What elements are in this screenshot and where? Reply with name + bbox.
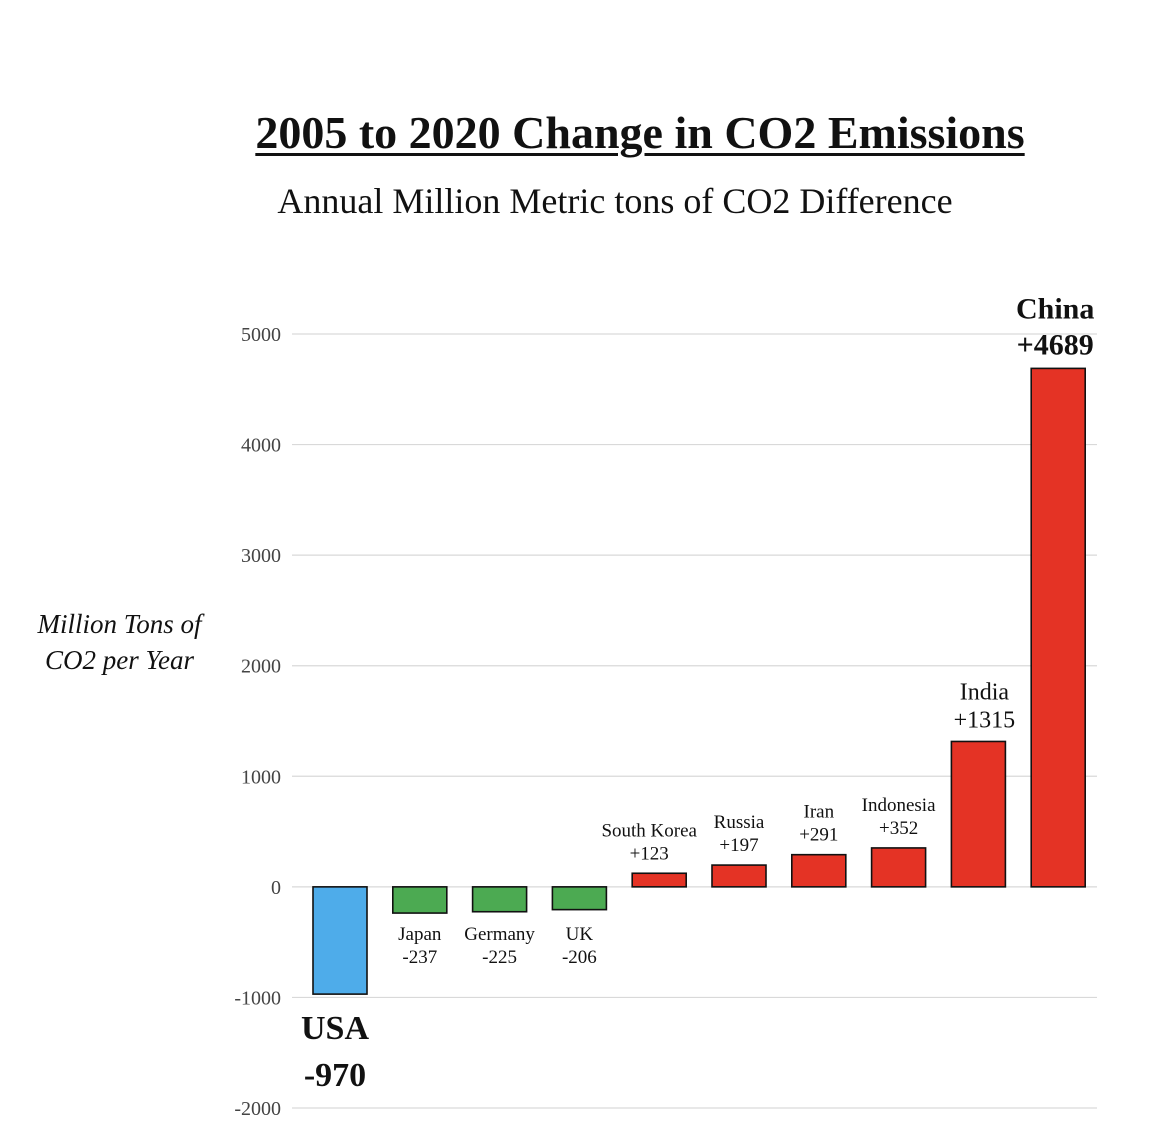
bar-russia bbox=[711, 864, 767, 888]
bar-value-label-iran: +291 bbox=[799, 825, 838, 846]
bar-category-label-india: India bbox=[960, 679, 1010, 705]
y-tick-label: 5000 bbox=[241, 324, 281, 346]
y-tick-label: 4000 bbox=[241, 435, 281, 457]
bar-india bbox=[950, 740, 1007, 888]
y-tick-label: 1000 bbox=[241, 766, 281, 788]
bar-indonesia bbox=[870, 847, 927, 888]
bar-value-label-south-korea: +123 bbox=[630, 843, 669, 864]
bar-japan bbox=[391, 886, 448, 914]
y-tick-label: -2000 bbox=[234, 1098, 281, 1120]
bar-value-label-india: +1315 bbox=[954, 707, 1016, 733]
bar-germany bbox=[471, 886, 528, 913]
y-axis-label-line-2: CO2 per Year bbox=[44, 645, 195, 675]
bar-category-label-russia: Russia bbox=[714, 812, 765, 833]
bar-value-label-russia: +197 bbox=[719, 835, 758, 856]
bar-category-label-china: China bbox=[1016, 292, 1094, 325]
bar-usa bbox=[312, 886, 368, 995]
bar-china bbox=[1030, 367, 1086, 888]
bar-category-label-indonesia: Indonesia bbox=[862, 795, 936, 816]
bar-category-label-japan: Japan bbox=[398, 924, 442, 945]
y-axis-label: Million Tons of CO2 per Year bbox=[12, 606, 227, 678]
bar-category-label-iran: Iran bbox=[804, 802, 835, 823]
y-axis-label-line-1: Million Tons of bbox=[37, 609, 202, 639]
bar-value-label-china: +4689 bbox=[1017, 328, 1094, 361]
y-tick-label: 3000 bbox=[241, 545, 281, 567]
bar-category-label-south-korea: South Korea bbox=[601, 820, 697, 841]
y-tick-label: 0 bbox=[271, 877, 281, 899]
bar-uk bbox=[551, 886, 608, 911]
bar-category-label-germany: Germany bbox=[464, 924, 535, 945]
bar-value-label-indonesia: +352 bbox=[879, 818, 918, 839]
bar-category-label-usa: USA bbox=[301, 1010, 369, 1047]
bar-iran bbox=[790, 853, 847, 888]
bar-value-label-usa: -970 bbox=[304, 1057, 366, 1094]
y-tick-label: 2000 bbox=[241, 656, 281, 678]
chart-subtitle: Annual Million Metric tons of CO2 Differ… bbox=[277, 181, 953, 221]
bar-value-label-germany: -225 bbox=[482, 947, 517, 968]
chart-title: 2005 to 2020 Change in CO2 Emissions bbox=[255, 107, 1025, 158]
bar-value-label-uk: -206 bbox=[562, 947, 597, 968]
bar-south-korea bbox=[631, 872, 688, 888]
bar-value-label-japan: -237 bbox=[402, 947, 437, 968]
bar-category-label-uk: UK bbox=[566, 924, 594, 945]
y-tick-label: -1000 bbox=[234, 987, 281, 1009]
